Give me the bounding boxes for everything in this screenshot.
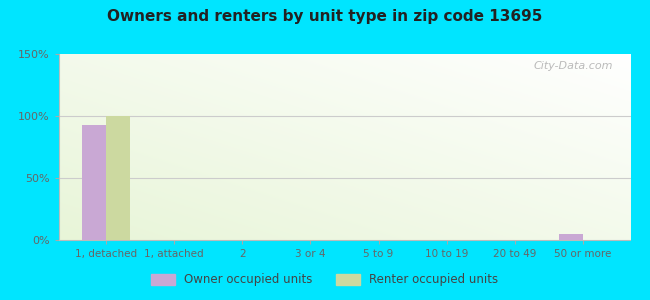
- Bar: [559, 234, 583, 240]
- Bar: [106, 116, 130, 240]
- Bar: [83, 125, 106, 240]
- Text: City-Data.com: City-Data.com: [534, 61, 614, 71]
- Legend: Owner occupied units, Renter occupied units: Owner occupied units, Renter occupied un…: [147, 269, 503, 291]
- Text: Owners and renters by unit type in zip code 13695: Owners and renters by unit type in zip c…: [107, 9, 543, 24]
